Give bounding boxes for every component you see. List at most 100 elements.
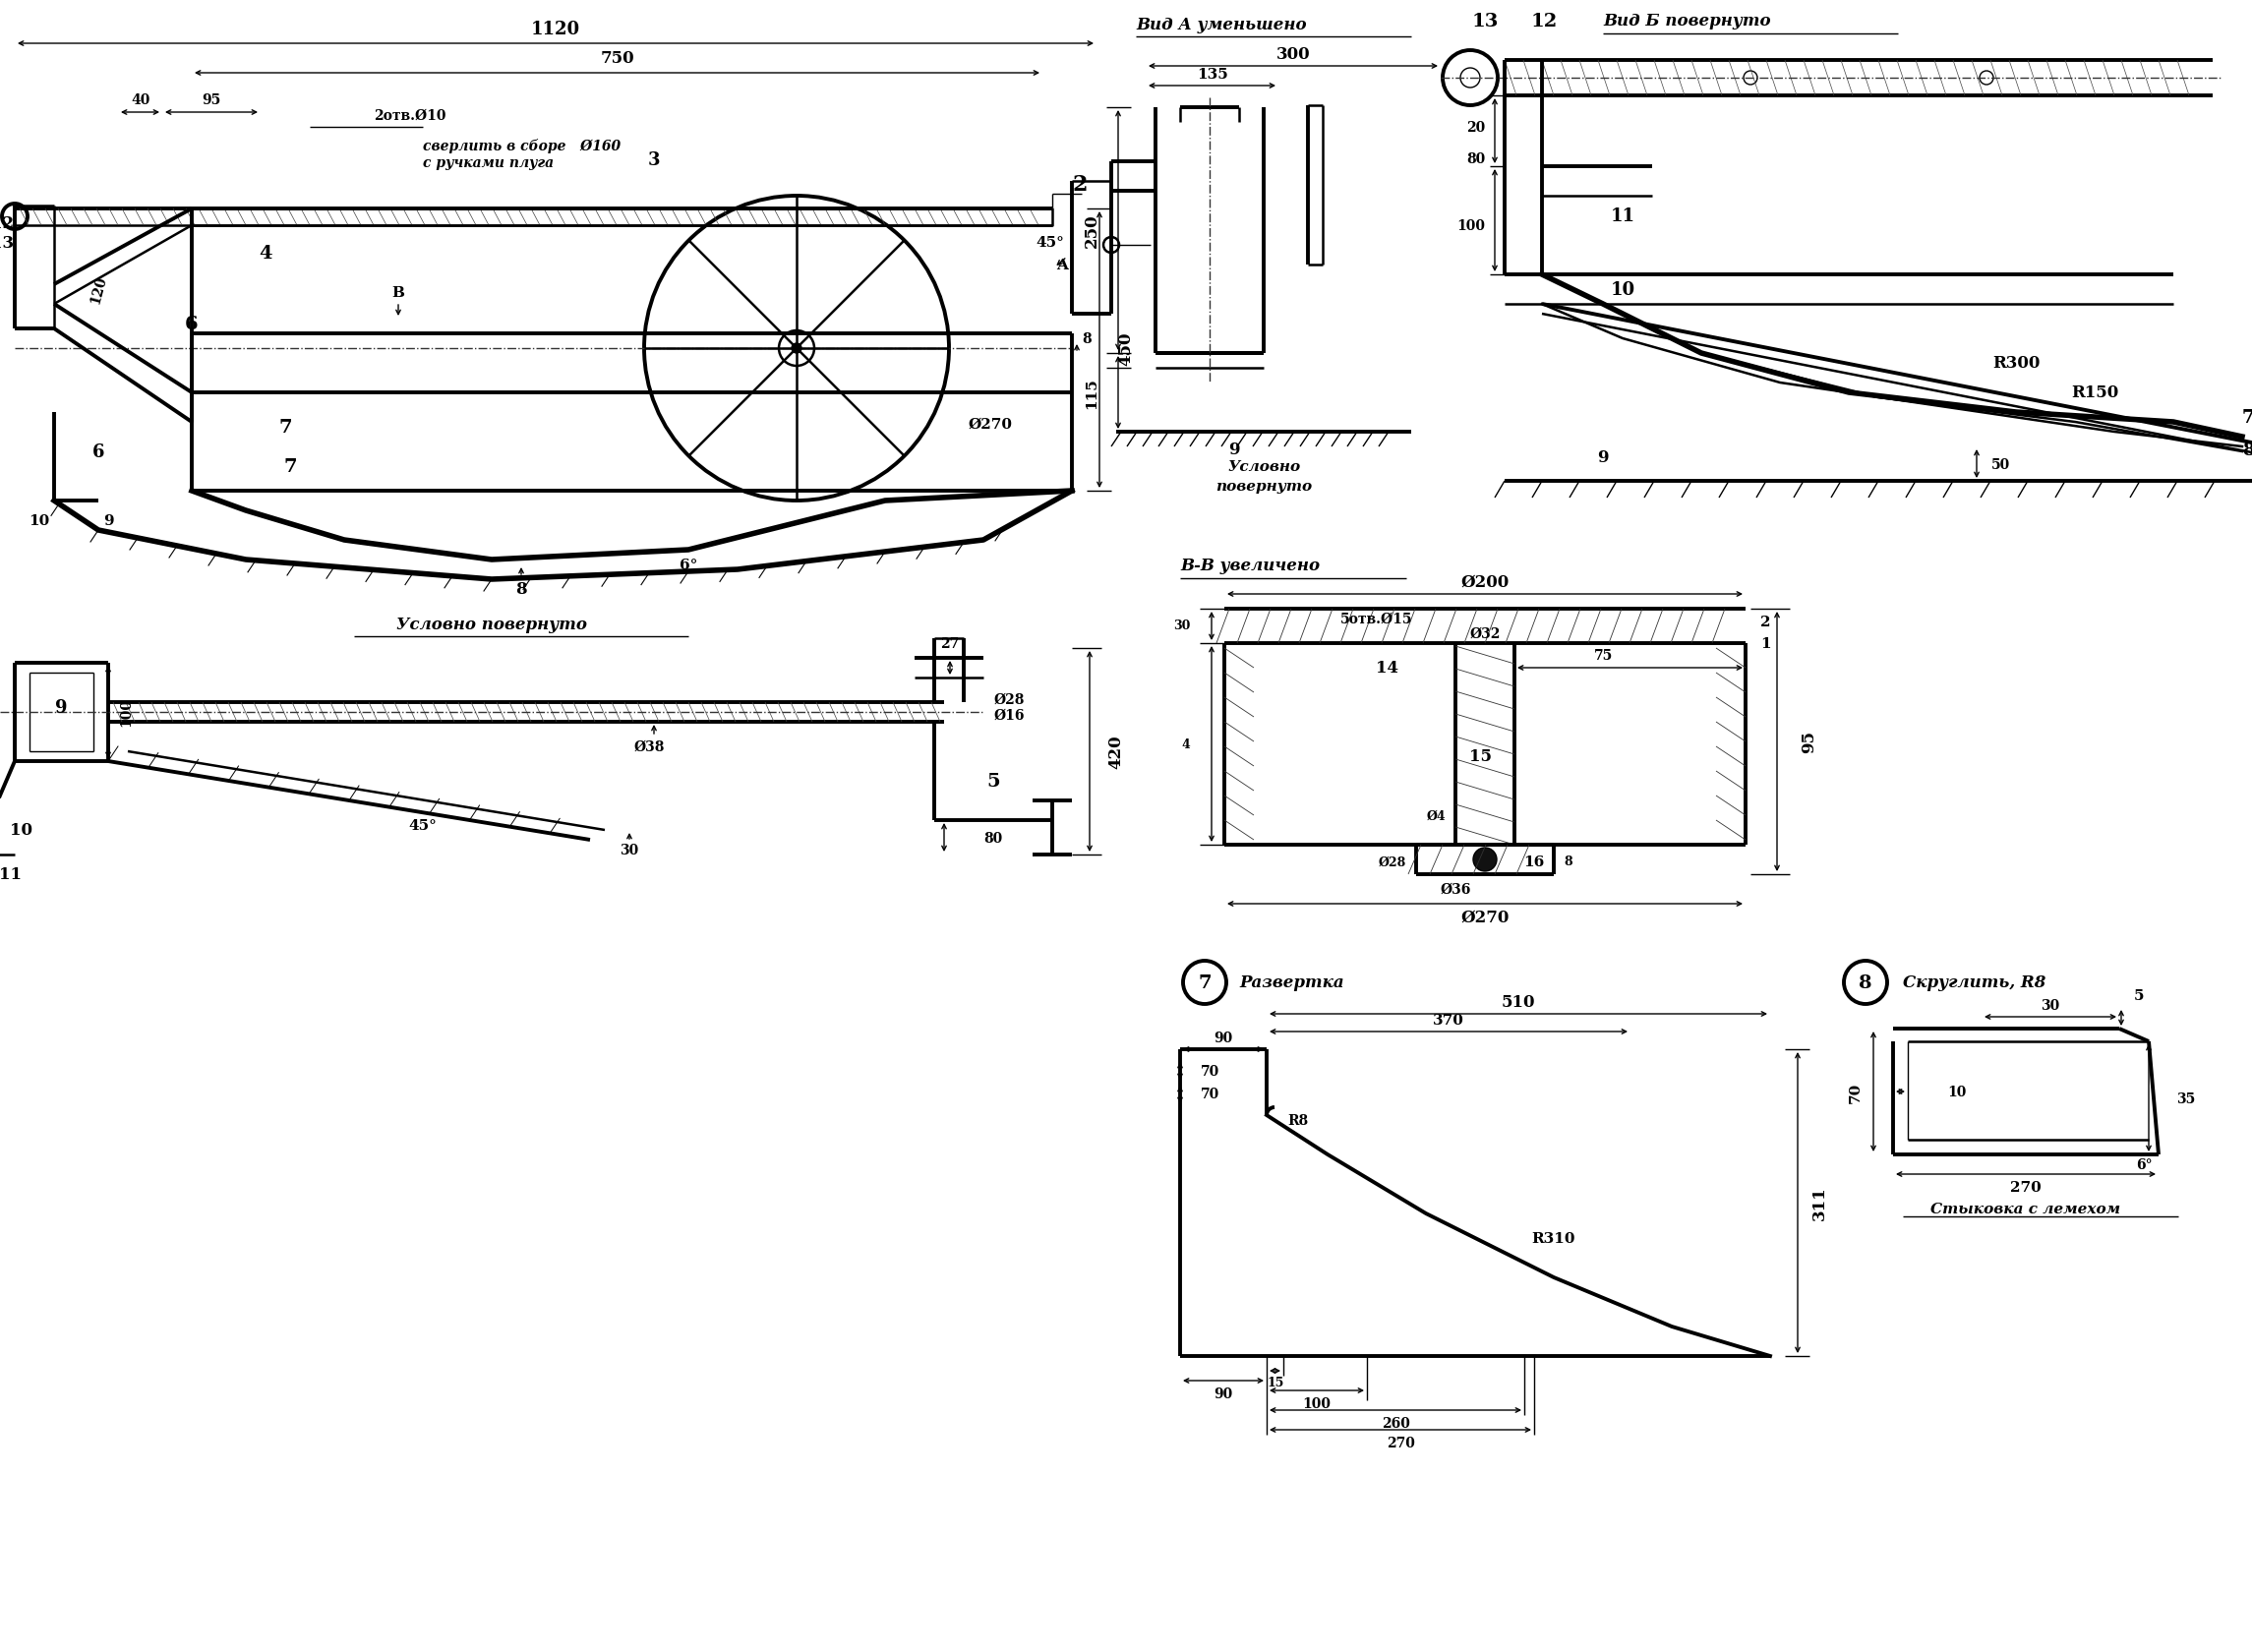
- Text: 7: 7: [1198, 975, 1212, 991]
- Circle shape: [1444, 51, 1498, 106]
- Text: 9: 9: [1597, 449, 1608, 466]
- Text: 450: 450: [1117, 332, 1135, 365]
- Text: Ø200: Ø200: [1462, 573, 1509, 590]
- Text: 6°: 6°: [2135, 1158, 2153, 1171]
- Text: 6°: 6°: [680, 558, 698, 572]
- Text: 370: 370: [1432, 1013, 1464, 1028]
- Text: 8: 8: [1563, 856, 1572, 869]
- Text: 90: 90: [1214, 1031, 1232, 1044]
- Text: 115: 115: [1085, 378, 1099, 408]
- Text: 7: 7: [284, 458, 297, 476]
- Text: 70: 70: [1849, 1082, 1862, 1102]
- Text: Развертка: Развертка: [1239, 975, 1344, 991]
- Text: 250: 250: [1083, 213, 1099, 248]
- Text: 100: 100: [1302, 1396, 1331, 1411]
- Text: R8: R8: [1288, 1113, 1308, 1127]
- Text: повернуто: повернуто: [1216, 479, 1313, 494]
- Text: 14: 14: [1376, 659, 1398, 677]
- Text: 13: 13: [1471, 13, 1498, 30]
- Text: 135: 135: [1196, 68, 1227, 81]
- Text: 40: 40: [131, 94, 151, 107]
- Text: 20: 20: [1466, 121, 1484, 134]
- Text: 10: 10: [9, 823, 32, 839]
- Text: 80: 80: [984, 831, 1002, 846]
- Text: 270: 270: [1387, 1436, 1414, 1449]
- Text: Скруглить, R8: Скруглить, R8: [1903, 975, 2045, 991]
- Text: 30: 30: [2040, 998, 2061, 1013]
- Text: 100: 100: [119, 699, 133, 727]
- Text: 120: 120: [88, 274, 108, 306]
- Text: 90: 90: [1214, 1386, 1232, 1401]
- Text: 750: 750: [601, 51, 635, 68]
- Text: Условно повернуто: Условно повернуто: [396, 616, 588, 633]
- Text: 9: 9: [1230, 441, 1241, 459]
- Text: 2отв.Ø10: 2отв.Ø10: [374, 109, 446, 122]
- Text: Ø28: Ø28: [993, 692, 1025, 707]
- Text: R300: R300: [1993, 355, 2040, 372]
- Text: Условно: Условно: [1227, 459, 1299, 474]
- Text: 5: 5: [986, 773, 1000, 790]
- Text: 4: 4: [259, 244, 272, 263]
- Text: Ø270: Ø270: [968, 418, 1013, 431]
- Text: 9: 9: [54, 699, 68, 717]
- Text: 10: 10: [29, 514, 50, 527]
- Text: R150: R150: [2072, 385, 2119, 401]
- Text: 12: 12: [0, 215, 14, 231]
- Text: 45°: 45°: [1036, 236, 1065, 249]
- Text: с ручками плуга: с ручками плуга: [423, 157, 554, 170]
- Text: 6: 6: [185, 316, 198, 334]
- Text: 35: 35: [2175, 1092, 2196, 1105]
- Text: 27: 27: [941, 636, 959, 651]
- Text: сверлить в сборе   Ø160: сверлить в сборе Ø160: [423, 139, 622, 154]
- Text: Ø16: Ø16: [993, 709, 1025, 722]
- Text: 311: 311: [1811, 1186, 1829, 1219]
- Text: 1: 1: [1761, 636, 1770, 651]
- Text: 70: 70: [1200, 1064, 1218, 1079]
- Text: Ø36: Ø36: [1439, 882, 1471, 897]
- Text: 11: 11: [1610, 208, 1635, 225]
- Text: 10: 10: [1948, 1085, 1966, 1099]
- Text: 510: 510: [1502, 995, 1536, 1011]
- Text: Стыковка с лемехом: Стыковка с лемехом: [1930, 1203, 2121, 1216]
- Text: 11: 11: [0, 866, 20, 884]
- Text: 100: 100: [1457, 220, 1484, 233]
- Text: R310: R310: [1531, 1231, 1576, 1246]
- Text: 15: 15: [1468, 748, 1491, 765]
- Text: 2: 2: [1761, 615, 1770, 629]
- Text: 7: 7: [2243, 408, 2252, 426]
- Text: 12: 12: [1531, 13, 1558, 30]
- Text: 8: 8: [2243, 441, 2252, 459]
- Text: 1120: 1120: [531, 20, 581, 38]
- Text: Ø28: Ø28: [1378, 856, 1405, 869]
- Text: 2: 2: [1072, 173, 1088, 195]
- Text: B: B: [392, 286, 405, 299]
- Circle shape: [793, 344, 802, 354]
- Text: 9: 9: [104, 514, 113, 527]
- Text: Ø4: Ø4: [1426, 809, 1446, 823]
- Circle shape: [2, 205, 27, 230]
- Text: Ø32: Ø32: [1471, 628, 1500, 641]
- Text: 13: 13: [0, 235, 14, 251]
- Text: 6: 6: [92, 443, 104, 461]
- Text: В-В увеличено: В-В увеличено: [1180, 557, 1320, 573]
- Text: 95: 95: [203, 94, 221, 107]
- Text: 5отв.Ø15: 5отв.Ø15: [1340, 613, 1412, 626]
- Text: 4: 4: [1182, 738, 1189, 752]
- Text: A: A: [1056, 258, 1067, 273]
- Text: 7: 7: [279, 418, 293, 436]
- Text: 8: 8: [1081, 332, 1092, 345]
- Text: 260: 260: [1380, 1416, 1410, 1431]
- Text: Ø38: Ø38: [633, 740, 664, 753]
- Text: 70: 70: [1200, 1087, 1218, 1100]
- Text: 420: 420: [1108, 735, 1124, 768]
- Text: 270: 270: [2011, 1180, 2040, 1194]
- Text: 45°: 45°: [408, 819, 437, 833]
- Text: 16: 16: [1525, 856, 1545, 869]
- Text: 15: 15: [1268, 1376, 1284, 1389]
- Text: 8: 8: [1858, 975, 1871, 991]
- Text: 10: 10: [1610, 281, 1635, 299]
- Text: 50: 50: [1991, 458, 2011, 472]
- Text: Ø270: Ø270: [1462, 909, 1509, 925]
- Circle shape: [1473, 847, 1498, 872]
- Text: 5: 5: [2135, 988, 2144, 1003]
